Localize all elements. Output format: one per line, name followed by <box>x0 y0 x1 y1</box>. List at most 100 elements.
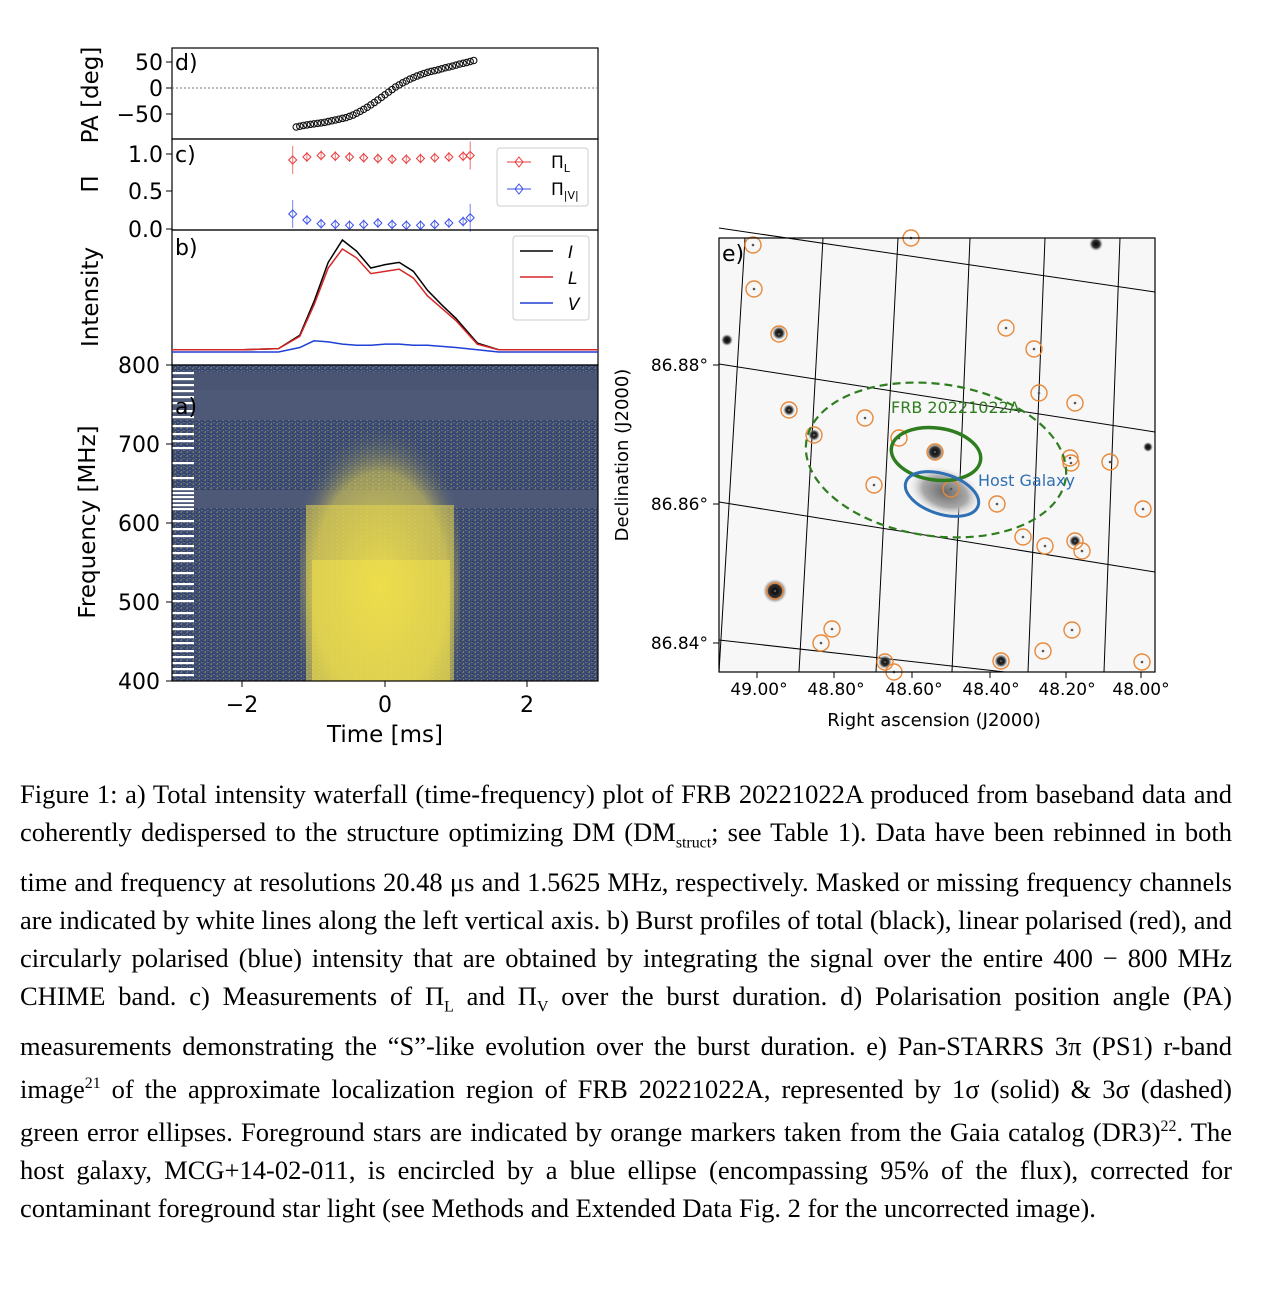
gaia-marker-dot <box>787 408 791 412</box>
gaia-marker <box>992 652 1010 670</box>
masked-channel-marks <box>172 372 194 677</box>
gaia-marker <box>1036 537 1054 555</box>
panel-c-label: c) <box>175 143 196 168</box>
gaia-marker <box>865 476 883 494</box>
gaia-marker-dot <box>1032 347 1036 351</box>
time-xlabel: Time [ms] <box>326 722 443 748</box>
mask-mark <box>172 462 194 465</box>
pa-point <box>306 120 315 129</box>
pi-ylabel: Π <box>78 175 104 192</box>
freq-ylabel: Frequency [MHz] <box>75 425 101 618</box>
pa-point <box>445 63 453 71</box>
panel-d-pa: d) 50 0 −50 PA [deg] <box>78 47 599 144</box>
pi-point <box>302 215 312 225</box>
mask-mark <box>172 504 194 507</box>
freq-ytick-600: 600 <box>118 512 160 537</box>
pa-point <box>462 58 471 67</box>
host-galaxy-ellipse <box>903 470 981 518</box>
intensity-legend: I L V <box>512 235 590 321</box>
legend-I: I <box>568 243 573 263</box>
mask-mark <box>172 384 194 387</box>
caption-text-3: and Π <box>453 981 537 1012</box>
gaia-marker-dot <box>1108 460 1112 464</box>
pi-point <box>387 154 397 164</box>
pi-point <box>429 153 440 163</box>
pa-point <box>352 109 361 117</box>
pi-ytick-1: 1.0 <box>128 143 163 168</box>
dec-ytick-1: 86.88° <box>651 356 708 376</box>
gaia-marker <box>805 426 823 444</box>
mask-mark <box>172 628 194 631</box>
panel-a-label: a) <box>175 395 197 420</box>
pa-point <box>327 117 336 125</box>
time-xtick-2: 2 <box>520 693 534 718</box>
pi-point <box>401 220 412 230</box>
pa-point <box>459 59 467 68</box>
pi-point <box>458 216 468 227</box>
caption-text-4: over the burst duration. d) Polarisation… <box>20 981 1233 1104</box>
pa-ytick-m50: −50 <box>117 103 163 128</box>
pa-point <box>299 121 308 130</box>
pa-point <box>342 113 350 122</box>
pi-point <box>444 152 454 162</box>
pa-ylabel: PA [deg] <box>78 47 104 144</box>
pa-point <box>434 66 442 74</box>
mask-mark <box>172 560 194 563</box>
pa-point <box>296 122 304 130</box>
gaia-marker <box>1034 642 1052 660</box>
mask-mark <box>172 396 194 399</box>
dec-ylabel: Declination (J2000) <box>612 369 633 542</box>
gaia-marker-dot <box>883 660 887 664</box>
gaia-marker-dot <box>999 659 1003 663</box>
pa-ytick-0: 0 <box>149 77 163 102</box>
gaia-marker-dot <box>1141 507 1145 511</box>
legend-V: V <box>568 295 581 315</box>
pa-point <box>292 123 300 131</box>
pa-point <box>430 66 439 75</box>
gaia-marker <box>1073 542 1091 560</box>
mask-mark <box>172 572 194 575</box>
freq-ytick-700: 700 <box>118 433 160 458</box>
pi-point <box>415 220 426 230</box>
pa-point <box>416 70 425 79</box>
pi-point <box>330 151 341 161</box>
caption-text-2: ; see Table 1). Data have been rebinned … <box>20 817 1233 1012</box>
pi-ytick-0: 0.0 <box>128 218 163 243</box>
mask-mark <box>172 447 194 450</box>
pi-point <box>358 153 369 163</box>
caption-sub-L: L <box>444 998 454 1016</box>
pi-point <box>429 219 440 230</box>
gaia-marker <box>1030 384 1048 402</box>
pi-point <box>316 150 326 161</box>
ra-xlabel: Right ascension (J2000) <box>827 710 1041 731</box>
mask-mark <box>172 600 194 603</box>
gaia-marker-dot <box>933 450 937 454</box>
mask-mark <box>172 552 194 555</box>
mask-mark <box>172 488 194 491</box>
gaia-marker-dot <box>1073 401 1077 405</box>
pa-point <box>402 77 411 85</box>
gaia-marker-dot <box>1041 649 1045 653</box>
host-annotation: Host Galaxy <box>978 471 1075 490</box>
freq-ytick-400: 400 <box>118 670 160 695</box>
gaia-marker-dot <box>949 487 953 491</box>
pa-point <box>335 115 343 123</box>
mask-mark <box>172 668 194 671</box>
gaia-marker <box>770 325 788 343</box>
gaia-marker-dot <box>1069 461 1073 465</box>
mask-mark <box>172 620 194 623</box>
mask-mark <box>172 662 194 665</box>
mask-mark <box>172 440 194 443</box>
dec-ytick-2: 86.86° <box>651 495 708 515</box>
gaia-marker <box>876 653 894 671</box>
gaia-marker-dot <box>1073 539 1077 543</box>
pi-point <box>465 213 475 223</box>
mask-mark <box>172 650 194 653</box>
mask-mark <box>172 500 194 503</box>
gaia-marker-dot <box>1004 326 1008 330</box>
pi-legend: ΠL Π|V| <box>496 147 589 207</box>
ra-xtick-3: 48.60° <box>885 680 942 700</box>
caption-sup-22: 22 <box>1160 1118 1177 1136</box>
intensity-profiles <box>172 238 598 353</box>
intensity-ylabel: Intensity <box>78 247 104 347</box>
